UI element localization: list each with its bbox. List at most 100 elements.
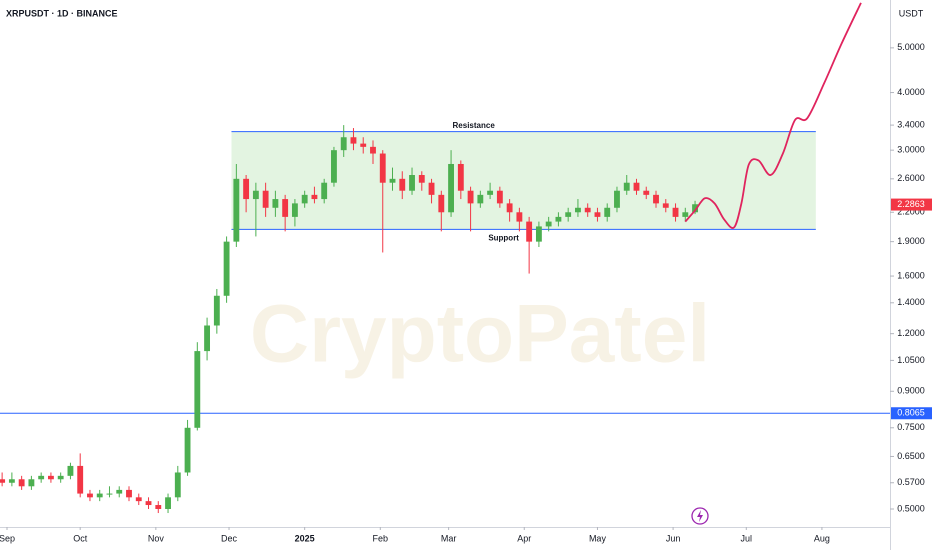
x-tick-label: Sep <box>0 533 15 543</box>
candle-body <box>340 137 347 151</box>
candle-body <box>506 203 513 213</box>
candle-body <box>623 182 630 191</box>
candle-body <box>47 475 54 480</box>
candle-body <box>272 199 279 208</box>
candle-body <box>370 146 376 154</box>
y-tick-label: 2.6000 <box>897 173 925 183</box>
candle-body <box>87 493 93 498</box>
y-axis-label: USDT <box>899 8 924 18</box>
candle-body <box>282 199 289 217</box>
candle-body <box>614 190 620 208</box>
candle-body <box>360 143 367 147</box>
y-tick-label: 0.9000 <box>897 386 925 396</box>
x-tick-label: Nov <box>148 533 165 543</box>
candle-body <box>428 182 435 195</box>
watermark: CryptoPatel <box>250 289 710 380</box>
candle-body <box>594 212 601 217</box>
candle-body <box>194 351 201 428</box>
candle-body <box>653 194 659 204</box>
y-tick-label: 1.4000 <box>897 297 925 307</box>
candle-body <box>467 190 474 204</box>
y-tick-label: 3.4000 <box>897 119 925 129</box>
candle-body <box>233 178 240 242</box>
y-tick-label: 4.0000 <box>897 87 925 97</box>
candle-body <box>321 182 328 200</box>
range-zone <box>231 131 816 230</box>
candle-body <box>135 497 142 502</box>
y-tick-label: 1.2000 <box>897 328 925 338</box>
candle-body <box>399 178 406 191</box>
candle-body <box>165 497 171 509</box>
candle-body <box>692 204 698 213</box>
x-tick-label: Jun <box>666 533 681 543</box>
candle-body <box>682 212 689 217</box>
candle-body <box>604 207 611 217</box>
candle-body <box>643 190 650 195</box>
candle-body <box>350 137 357 144</box>
y-tick-label: 1.9000 <box>897 236 925 246</box>
candle-body <box>496 190 503 204</box>
y-tick-label: 5.0000 <box>897 42 925 52</box>
resistance-label: Resistance <box>453 121 496 130</box>
y-tick-label: 3.0000 <box>897 145 925 155</box>
y-tick-label: 2.2000 <box>897 207 925 217</box>
candle-body <box>243 178 250 200</box>
x-tick-label: Mar <box>441 533 457 543</box>
candle-body <box>662 203 669 208</box>
x-tick-label: May <box>589 533 607 543</box>
candle-body <box>575 207 581 213</box>
candle-body <box>223 241 230 296</box>
candle-body <box>389 178 396 183</box>
candle-body <box>57 475 64 480</box>
candle-body <box>116 489 123 494</box>
y-tick-label: 0.5000 <box>897 503 925 513</box>
plot-area: CryptoPatel Resistance Support <box>0 2 890 514</box>
candle-body <box>633 182 640 191</box>
candle-body <box>262 190 269 208</box>
candle-body <box>38 475 45 480</box>
y-tick-label: 1.0500 <box>897 355 925 365</box>
level-badge-label: 0.8065 <box>897 408 925 418</box>
x-tick-label: Apr <box>517 533 531 543</box>
candle-body <box>0 479 6 483</box>
candle-body <box>448 163 454 213</box>
candle-body <box>145 501 152 506</box>
candle-body <box>155 505 162 509</box>
candle-body <box>184 427 191 473</box>
level-badge <box>891 407 932 420</box>
candle-body <box>204 325 211 352</box>
candle-body <box>252 190 259 200</box>
y-tick-label: 0.5700 <box>897 477 925 487</box>
candle-body <box>438 194 445 213</box>
x-tick-label: Oct <box>73 533 88 543</box>
y-tick-label: 1.6000 <box>897 270 925 280</box>
candle-body <box>67 465 74 476</box>
candle-body <box>526 221 533 242</box>
candle-body <box>584 207 591 213</box>
candle-body <box>126 489 132 498</box>
candle-body <box>477 194 484 204</box>
candle-body <box>331 150 337 183</box>
x-tick-label: Feb <box>373 533 389 543</box>
candle-body <box>418 175 425 183</box>
alert-bolt[interactable] <box>697 510 703 522</box>
y-tick-label: 0.7500 <box>897 422 925 432</box>
candle-body <box>672 207 679 217</box>
candle-body <box>379 153 386 183</box>
candle-body <box>535 226 542 242</box>
candle-body <box>174 472 181 498</box>
candle-body <box>96 493 103 498</box>
candle-body <box>213 295 220 326</box>
alert-circle[interactable] <box>691 507 709 525</box>
candle-body <box>18 479 25 487</box>
alert-icon[interactable] <box>691 507 709 525</box>
candle-body <box>8 479 15 483</box>
candle-body <box>555 216 562 222</box>
candle-body <box>291 203 298 217</box>
candle-body <box>409 175 415 191</box>
candle-body <box>77 465 84 494</box>
candle-body <box>487 190 494 195</box>
projection-line <box>684 2 862 229</box>
